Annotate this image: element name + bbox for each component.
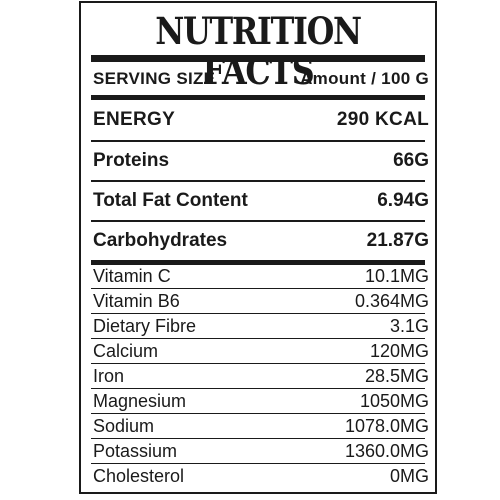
micro-label: Cholesterol [93,466,185,486]
thick-divider [91,55,425,62]
micro-row-potassium: Potassium 1360.0MG [93,440,429,463]
micro-row-cholesterol: Cholesterol 0MG [93,465,429,488]
energy-row: ENERGY 290 KCAL [93,104,429,136]
divider [91,388,425,389]
divider [91,95,425,100]
micro-value: 28.5MG [364,366,429,386]
energy-label: ENERGY [93,109,176,130]
macro-value: 66G [393,150,429,171]
serving-size-label: SERVING SIZE [93,69,216,88]
serving-size-value: Amount / 100 G [300,69,429,88]
micro-row-sodium: Sodium 1078.0MG [93,415,429,438]
divider [91,288,425,289]
macro-label: Total Fat Content [93,190,248,211]
micro-label: Calcium [93,341,159,361]
divider [91,338,425,339]
nutrition-label: NUTRITION FACTS SERVING SIZE Amount / 10… [79,1,437,494]
energy-value: 290 KCAL [336,109,429,130]
thick-divider [91,260,425,265]
micro-label: Magnesium [93,391,187,411]
macro-label: Carbohydrates [93,230,228,251]
divider [91,180,425,182]
micro-value: 0MG [389,466,429,486]
divider [91,438,425,439]
divider [91,140,425,142]
divider [91,363,425,364]
micro-value: 0.364MG [354,291,429,311]
macro-row-carbohydrates: Carbohydrates 21.87G [93,224,429,258]
micro-value: 120MG [369,341,429,361]
micro-row-magnesium: Magnesium 1050MG [93,390,429,413]
divider [91,413,425,414]
micro-value: 1050MG [359,391,429,411]
macro-value: 6.94G [377,190,429,211]
micro-row-calcium: Calcium 120MG [93,340,429,363]
divider [91,220,425,222]
micro-value: 1078.0MG [344,416,429,436]
divider [91,463,425,464]
macro-label: Proteins [93,150,170,171]
macro-row-proteins: Proteins 66G [93,144,429,178]
micro-label: Dietary Fibre [93,316,197,336]
micro-value: 3.1G [389,316,429,336]
serving-size-row: SERVING SIZE Amount / 100 G [93,66,429,92]
micro-row-vitamin-b6: Vitamin B6 0.364MG [93,290,429,313]
micro-row-vitamin-c: Vitamin C 10.1MG [93,265,429,288]
micro-row-iron: Iron 28.5MG [93,365,429,388]
micro-row-dietary-fibre: Dietary Fibre 3.1G [93,315,429,338]
micro-label: Vitamin C [93,266,171,286]
macro-row-total-fat: Total Fat Content 6.94G [93,184,429,218]
micro-value: 10.1MG [364,266,429,286]
macro-value: 21.87G [366,230,429,251]
micro-label: Potassium [93,441,178,461]
divider [91,313,425,314]
micro-label: Iron [93,366,125,386]
micro-value: 1360.0MG [344,441,429,461]
micro-label: Vitamin B6 [93,291,180,311]
micro-label: Sodium [93,416,155,436]
